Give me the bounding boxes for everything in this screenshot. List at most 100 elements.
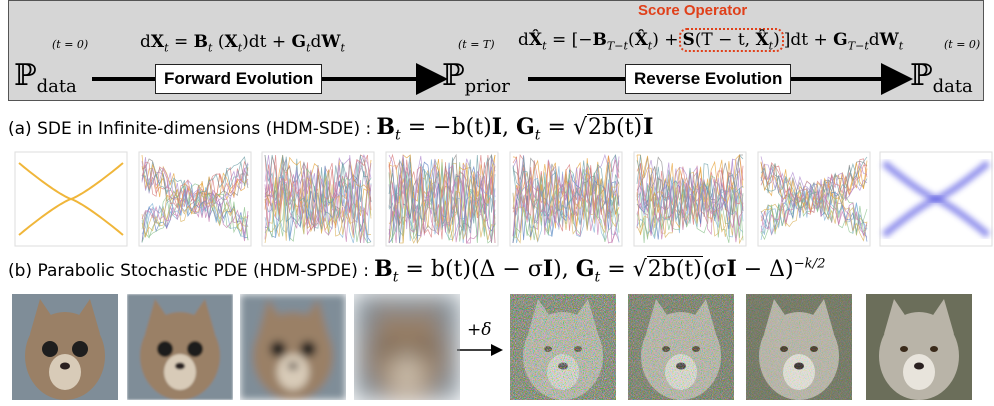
radical: √ <box>632 257 647 282</box>
noise <box>628 294 734 400</box>
noise <box>510 294 616 400</box>
forward-box: Forward Evolution <box>155 64 323 94</box>
eq-token: T−t <box>606 39 628 53</box>
eq-token: X̂ <box>755 30 769 50</box>
eye <box>270 341 286 357</box>
sample-curve <box>388 153 496 238</box>
eq-token: 2b(t) <box>587 114 644 140</box>
eq-token: d <box>310 32 322 52</box>
eq-token: −k/2 <box>793 256 826 272</box>
eq-token: ) + <box>652 30 679 50</box>
eq-token: S <box>682 30 695 50</box>
image-content <box>354 294 460 400</box>
row-label: (a) SDE in Infinite-dimensions (HDM-SDE)… <box>8 119 372 139</box>
nose <box>60 362 70 370</box>
eye <box>72 341 88 357</box>
eq-token: = [− <box>546 30 593 50</box>
image-content <box>12 294 118 400</box>
sample-curve <box>637 154 744 220</box>
eq-token: G <box>833 30 848 50</box>
eq-token: B <box>592 30 607 50</box>
sample-curve <box>760 164 868 213</box>
eq-token: d <box>518 30 529 50</box>
sample-curve <box>881 160 991 203</box>
forward-equation: dXt = Bt (Xt)dt + GtdWt <box>140 32 345 54</box>
noise <box>746 294 852 400</box>
nose <box>914 362 924 370</box>
image-content <box>746 294 852 400</box>
sample-plot <box>879 151 993 247</box>
score-term: S(T − t, X̂t) <box>678 28 784 52</box>
sample-curve <box>388 154 496 234</box>
sample-image <box>12 294 118 400</box>
eq-token: X̂ <box>634 30 648 50</box>
eq-token: t <box>237 41 243 55</box>
muzzle <box>49 354 81 390</box>
sample-plot <box>261 151 375 247</box>
eq-token: t <box>542 39 547 53</box>
sample-curve <box>636 160 744 226</box>
sample-image <box>127 294 233 400</box>
sample-plot <box>757 151 871 247</box>
sample-curve <box>264 169 372 244</box>
sample-curve <box>512 174 620 244</box>
eq-token: t <box>898 39 904 53</box>
eye <box>157 341 173 357</box>
time-label: (t = 0) <box>944 38 981 51</box>
eq-token: ℙ <box>14 58 37 93</box>
muzzle <box>164 354 196 390</box>
sample-curve <box>141 161 249 209</box>
face <box>354 294 460 400</box>
sample-curve <box>264 169 372 244</box>
sample-curve <box>636 154 744 229</box>
sample-image <box>354 294 460 400</box>
sample-curve <box>636 163 744 225</box>
sample-curve <box>141 187 249 236</box>
row-equation: Bt = b(t)(Δ − σI), Gt = √2b(t)(σI − Δ)−k… <box>374 256 826 286</box>
sample-curve <box>636 175 744 243</box>
radical: √ <box>572 115 587 140</box>
nose <box>288 362 298 370</box>
eq-token: ]dt + <box>783 30 834 50</box>
sample-curve <box>141 189 249 235</box>
eq-token: t <box>594 269 601 286</box>
nose <box>175 362 185 370</box>
sample-curve <box>636 172 744 240</box>
sample-curve <box>760 189 868 234</box>
eq-token: (T − t, <box>694 30 756 50</box>
eq-token: ( <box>212 32 225 52</box>
eq-token: ℙ <box>910 58 933 93</box>
sample-curve <box>141 160 249 209</box>
sample-curve <box>636 154 744 224</box>
eq-token: I <box>491 114 502 140</box>
eye <box>42 341 58 357</box>
eq-token: )dt + <box>242 32 292 52</box>
eq-token: B <box>193 32 208 52</box>
reverse-box: Reverse Evolution <box>625 64 792 94</box>
sample-curve <box>636 174 744 245</box>
eq-token: t <box>534 127 541 144</box>
sample-curve <box>636 173 744 236</box>
eq-token: t <box>164 41 169 55</box>
sample-curve <box>636 170 744 239</box>
time-label: (t = 0) <box>52 38 89 51</box>
sample-curve <box>512 155 620 227</box>
image-content <box>628 294 734 400</box>
sample-curve <box>264 154 372 230</box>
delta-label: +δ <box>467 320 492 340</box>
eq-token: t <box>340 41 345 55</box>
eq-token: prior <box>464 76 510 97</box>
sample-curve <box>142 162 249 212</box>
image-content <box>866 294 972 400</box>
sample-image <box>240 294 346 400</box>
eq-token: = −b(t) <box>400 115 492 140</box>
spde-samples <box>12 294 972 400</box>
eq-token: W <box>321 32 341 52</box>
score-label: Score Operator <box>638 2 748 19</box>
eq-token: = <box>540 115 573 140</box>
eq-token: ℙ <box>442 58 465 93</box>
eq-token: X <box>224 32 238 52</box>
eq-token: G <box>516 114 535 140</box>
